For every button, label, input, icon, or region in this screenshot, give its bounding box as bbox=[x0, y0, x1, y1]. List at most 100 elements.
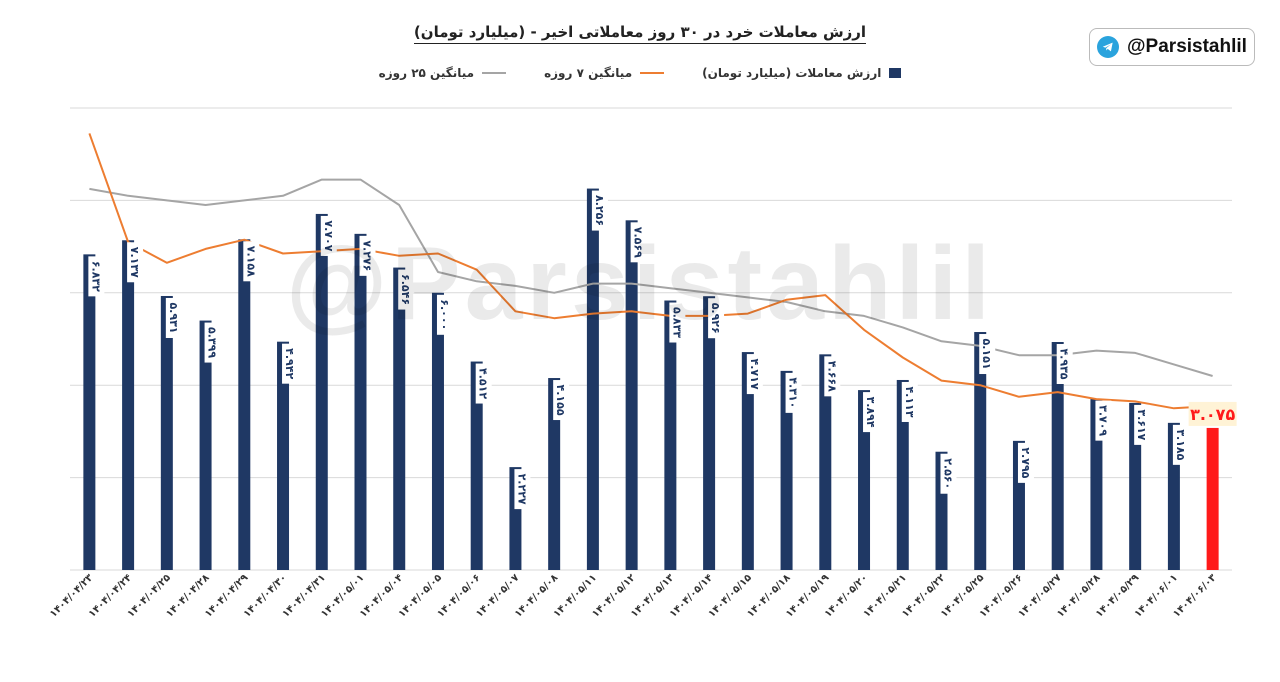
data-label-bg bbox=[940, 453, 957, 494]
data-label: ۳.۷۰۹ bbox=[1096, 405, 1109, 436]
data-label-bg bbox=[165, 297, 182, 338]
bar bbox=[780, 370, 793, 570]
legend-item-bars: ارزش معاملات (میلیارد تومان) bbox=[702, 66, 902, 80]
data-label: ۵.۳۹۹ bbox=[206, 327, 219, 358]
data-label-bg bbox=[127, 242, 144, 283]
bar bbox=[664, 300, 677, 570]
data-label: ۳.۶۱۷ bbox=[1135, 409, 1148, 440]
data-label-bg bbox=[436, 294, 453, 335]
bar bbox=[741, 352, 754, 570]
telegram-badge[interactable]: @Parsistahlil bbox=[1089, 28, 1255, 66]
data-label-group: ۷.۱۳۷ bbox=[127, 242, 144, 283]
data-label-bg bbox=[824, 356, 841, 397]
data-label-group: ۴.۳۱۰ bbox=[785, 372, 802, 413]
data-label-group: ۵.۹۲۶ bbox=[708, 298, 725, 339]
data-label-bg bbox=[88, 256, 105, 297]
data-label-bg bbox=[630, 222, 647, 263]
data-label-group: ۷.۲۷۶ bbox=[359, 235, 376, 276]
data-label-group: ۶.۸۳۲ bbox=[88, 256, 105, 297]
data-label: ۳.۸۹۴ bbox=[864, 397, 877, 428]
data-label: ۴.۱۱۳ bbox=[903, 386, 916, 417]
bar bbox=[83, 254, 96, 570]
data-label-group: ۳.۷۰۹ bbox=[1095, 400, 1112, 441]
data-label: ۶.۵۴۶ bbox=[399, 274, 412, 305]
data-label-bg bbox=[979, 334, 996, 375]
data-label-group: ۷.۵۶۹ bbox=[630, 222, 647, 263]
data-label: ۸.۲۵۶ bbox=[593, 195, 606, 226]
legend-label-ma25: میانگین ۲۵ روزه bbox=[378, 66, 475, 80]
data-label: ۷.۱۳۷ bbox=[128, 247, 141, 278]
line-ma7 bbox=[88, 133, 1213, 410]
bar bbox=[160, 295, 173, 570]
data-label-group: ۲.۵۶۰ bbox=[940, 453, 957, 494]
data-label-group: ۳.۱۸۵ bbox=[1172, 424, 1189, 465]
data-label: ۶.۰۰۰ bbox=[438, 299, 451, 330]
data-label: ۴.۹۳۵ bbox=[1058, 348, 1071, 379]
legend-swatch-bars bbox=[889, 68, 902, 78]
data-label: ۵.۱۵۱ bbox=[980, 339, 993, 370]
bar bbox=[703, 296, 716, 570]
data-label-group: ۴.۶۶۸ bbox=[824, 356, 841, 397]
legend-item-ma25: میانگین ۲۵ روزه bbox=[378, 66, 507, 80]
data-label-bg bbox=[746, 354, 763, 395]
bar bbox=[896, 379, 909, 570]
data-label: ۴.۱۵۵ bbox=[554, 385, 567, 416]
bar-series bbox=[83, 188, 1219, 571]
data-label: ۷.۱۵۸ bbox=[244, 246, 257, 277]
data-label: ۴.۳۱۰ bbox=[787, 377, 800, 408]
data-label-bg bbox=[320, 215, 337, 256]
bar bbox=[470, 361, 483, 570]
data-label: ۴.۶۶۸ bbox=[825, 361, 838, 392]
data-label: ۴.۷۱۷ bbox=[748, 359, 761, 390]
data-label: ۶.۸۳۲ bbox=[89, 261, 102, 292]
data-label-group: ۵.۱۵۱ bbox=[979, 334, 996, 375]
bar bbox=[354, 233, 367, 570]
data-label-bg bbox=[204, 322, 221, 363]
legend-label-ma7: میانگین ۷ روزه bbox=[544, 66, 633, 80]
data-label: ۲.۷۹۵ bbox=[1019, 447, 1032, 478]
bar bbox=[1206, 427, 1219, 570]
data-label-bg bbox=[785, 372, 802, 413]
data-label: ۵.۹۳۱ bbox=[167, 302, 180, 333]
data-label-group: ۴.۱۵۵ bbox=[553, 380, 570, 421]
data-label: ۲.۵۶۰ bbox=[942, 458, 955, 489]
data-label: ۴.۹۴۲ bbox=[283, 348, 296, 379]
data-label-group: ۵.۸۳۳ bbox=[669, 302, 686, 343]
data-label: ۷.۵۶۹ bbox=[632, 227, 645, 258]
bar bbox=[277, 341, 290, 570]
data-label: ۲.۲۲۷ bbox=[515, 474, 528, 505]
data-label-group: ۷.۱۵۸ bbox=[243, 241, 260, 282]
bar bbox=[1090, 398, 1103, 570]
data-label-bg bbox=[591, 190, 608, 231]
legend: ارزش معاملات (میلیارد تومان) میانگین ۷ ر… bbox=[0, 66, 1280, 80]
bar bbox=[858, 390, 871, 570]
data-label-bg bbox=[1172, 424, 1189, 465]
data-label-group: ۳.۸۹۴ bbox=[863, 392, 880, 433]
data-label-bg bbox=[553, 380, 570, 421]
bar bbox=[586, 188, 599, 570]
data-label-bg bbox=[1056, 344, 1073, 385]
data-label-group: ۴.۵۱۲ bbox=[475, 363, 492, 404]
bar bbox=[199, 320, 212, 570]
data-label-group: ۸.۲۵۶ bbox=[591, 190, 608, 231]
gridlines bbox=[70, 107, 1232, 571]
bar bbox=[819, 354, 832, 570]
data-label: ۷.۷۰۷ bbox=[322, 220, 335, 251]
data-labels: ۶.۸۳۲ ۷.۱۳۷ ۵.۹۳۱ ۵.۳۹۹ ۷.۱۵۸ ۴.۹۴۲ ۷.۷۰۷ ۷.۲۷۶… bbox=[88, 190, 1237, 510]
data-label-bg bbox=[359, 235, 376, 276]
data-label-group: ۶.۵۴۶ bbox=[398, 269, 415, 310]
data-label-group: ۴.۱۱۳ bbox=[901, 381, 918, 422]
data-label-group: ۴.۹۴۲ bbox=[282, 343, 299, 384]
data-label-bg bbox=[1017, 442, 1034, 483]
telegram-handle: @Parsistahlil bbox=[1127, 36, 1247, 57]
data-label-bg bbox=[901, 381, 918, 422]
bar bbox=[315, 213, 328, 571]
legend-swatch-ma7 bbox=[640, 72, 665, 74]
data-label: ۳.۰۷۵ bbox=[1190, 405, 1235, 424]
chart-title: ارزش معاملات خرد در ۳۰ روز معاملاتی اخیر… bbox=[413, 23, 867, 44]
legend-swatch-ma25 bbox=[482, 72, 507, 74]
data-label-bg bbox=[1188, 401, 1237, 426]
data-label-highlight: ۳.۰۷۵ bbox=[1188, 401, 1237, 426]
bar bbox=[625, 220, 638, 570]
data-label-bg bbox=[243, 241, 260, 282]
